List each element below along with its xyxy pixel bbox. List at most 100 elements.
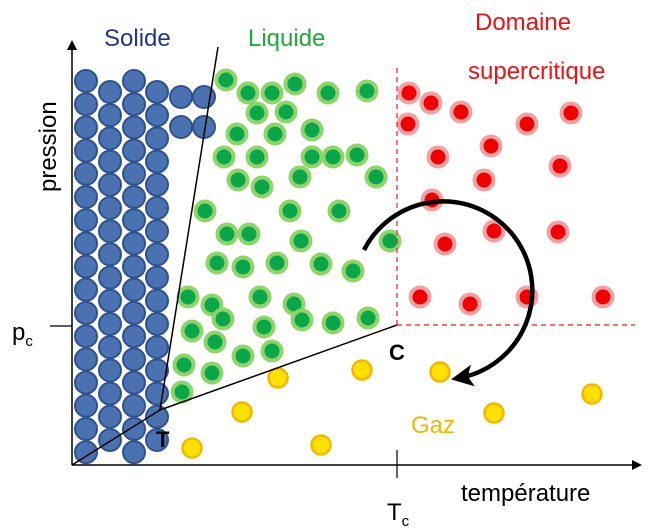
liquid-particle (236, 81, 260, 105)
liquid-particle (283, 72, 307, 96)
solid-particle (98, 103, 122, 128)
x-axis-label: température (461, 480, 590, 507)
gas-particle (429, 361, 451, 383)
tc-label-sub: c (402, 513, 410, 530)
solid-particle (98, 404, 122, 429)
liquid-particle (327, 199, 351, 223)
liquid-particle (300, 145, 324, 169)
liquid-particle (290, 308, 314, 332)
supercritical-particle (479, 134, 503, 158)
liquid-particle (237, 222, 261, 246)
solid-particle (145, 126, 169, 151)
supercritical-particle (591, 285, 615, 309)
solid-particle (145, 172, 169, 197)
fusion-curve (159, 46, 219, 411)
solid-particle (98, 381, 122, 406)
solid-particle (122, 161, 146, 186)
solid-particle (122, 324, 146, 349)
liquid-particle (289, 229, 313, 253)
solid-particle (122, 393, 146, 418)
liquid-particle (260, 339, 284, 363)
gas-particles (181, 359, 603, 459)
solid-particle (98, 80, 122, 104)
liquid-particle (260, 81, 284, 105)
gas-particle (181, 437, 203, 459)
liquid-particle (250, 175, 274, 199)
liquid-label: Liquide (248, 25, 325, 52)
liquid-particle (300, 118, 324, 142)
gas-particle (351, 359, 373, 381)
tc-label-base: T (387, 499, 402, 526)
solid-particle (145, 196, 169, 220)
solid-particle (98, 196, 122, 220)
supercritical-particle (433, 232, 457, 256)
solid-particle (98, 428, 122, 452)
liquid-particle (356, 306, 380, 330)
liquid-particle (355, 79, 379, 103)
liquid-particle (215, 222, 239, 246)
supercritical-particle (397, 81, 421, 105)
solid-particle (145, 358, 169, 383)
liquid-particle (341, 259, 365, 283)
solid-particle (98, 265, 122, 290)
solid-particle (122, 138, 146, 163)
supercritical-label-line2: supercritique (468, 58, 605, 85)
solid-particle (145, 80, 169, 104)
supercritical-particle (419, 91, 443, 115)
solid-particle (122, 254, 146, 279)
solid-particle (74, 324, 98, 349)
solid-particle (74, 393, 98, 418)
solid-particle (122, 370, 146, 395)
solid-particle (74, 161, 98, 186)
supercritical-particle (559, 101, 583, 125)
gas-particle (310, 434, 332, 456)
solid-particle (74, 347, 98, 372)
liquid-particle (265, 251, 289, 275)
gas-particle (483, 402, 505, 424)
solid-particle (98, 149, 122, 174)
liquid-particle (212, 145, 236, 169)
solid-label: Solide (104, 25, 171, 52)
liquid-particle (226, 168, 250, 192)
solid-particle (145, 381, 169, 406)
solid-particle (74, 185, 98, 209)
solid-particle (122, 69, 146, 93)
solid-particle (74, 69, 98, 93)
liquid-particle (321, 145, 345, 169)
solid-particle (74, 370, 98, 395)
solid-particle (145, 149, 169, 174)
liquid-particle (170, 380, 194, 404)
liquid-particle (252, 315, 276, 339)
solid-particle (122, 347, 146, 372)
supercritical-particle (449, 100, 473, 124)
liquid-particle (274, 100, 298, 124)
liquid-particle (205, 251, 229, 275)
solid-particle (74, 115, 98, 140)
supercritical-particle (458, 292, 482, 316)
liquid-particle (231, 344, 255, 368)
solid-particle (98, 288, 122, 313)
liquid-particle (248, 285, 272, 309)
liquid-particle (278, 199, 302, 223)
gas-particle (267, 367, 289, 389)
solid-particle (74, 440, 98, 465)
solid-particle (145, 335, 169, 360)
pc-label: pc (12, 319, 33, 350)
triple-point-label: T (156, 427, 170, 452)
solid-particle (145, 288, 169, 313)
liquid-particle (214, 68, 238, 92)
supercritical-particle (482, 219, 506, 243)
liquid-particle (309, 252, 333, 276)
liquid-particle (225, 122, 249, 146)
liquid-particle (176, 285, 200, 309)
solid-particle (145, 219, 169, 244)
solid-particle (145, 312, 169, 336)
liquid-particle (211, 307, 235, 331)
solid-particle (169, 115, 193, 139)
liquid-particle (345, 143, 369, 167)
solid-particle (122, 301, 146, 325)
liquid-particle (316, 81, 340, 105)
solid-particle (122, 440, 146, 465)
solid-particle (145, 428, 169, 452)
